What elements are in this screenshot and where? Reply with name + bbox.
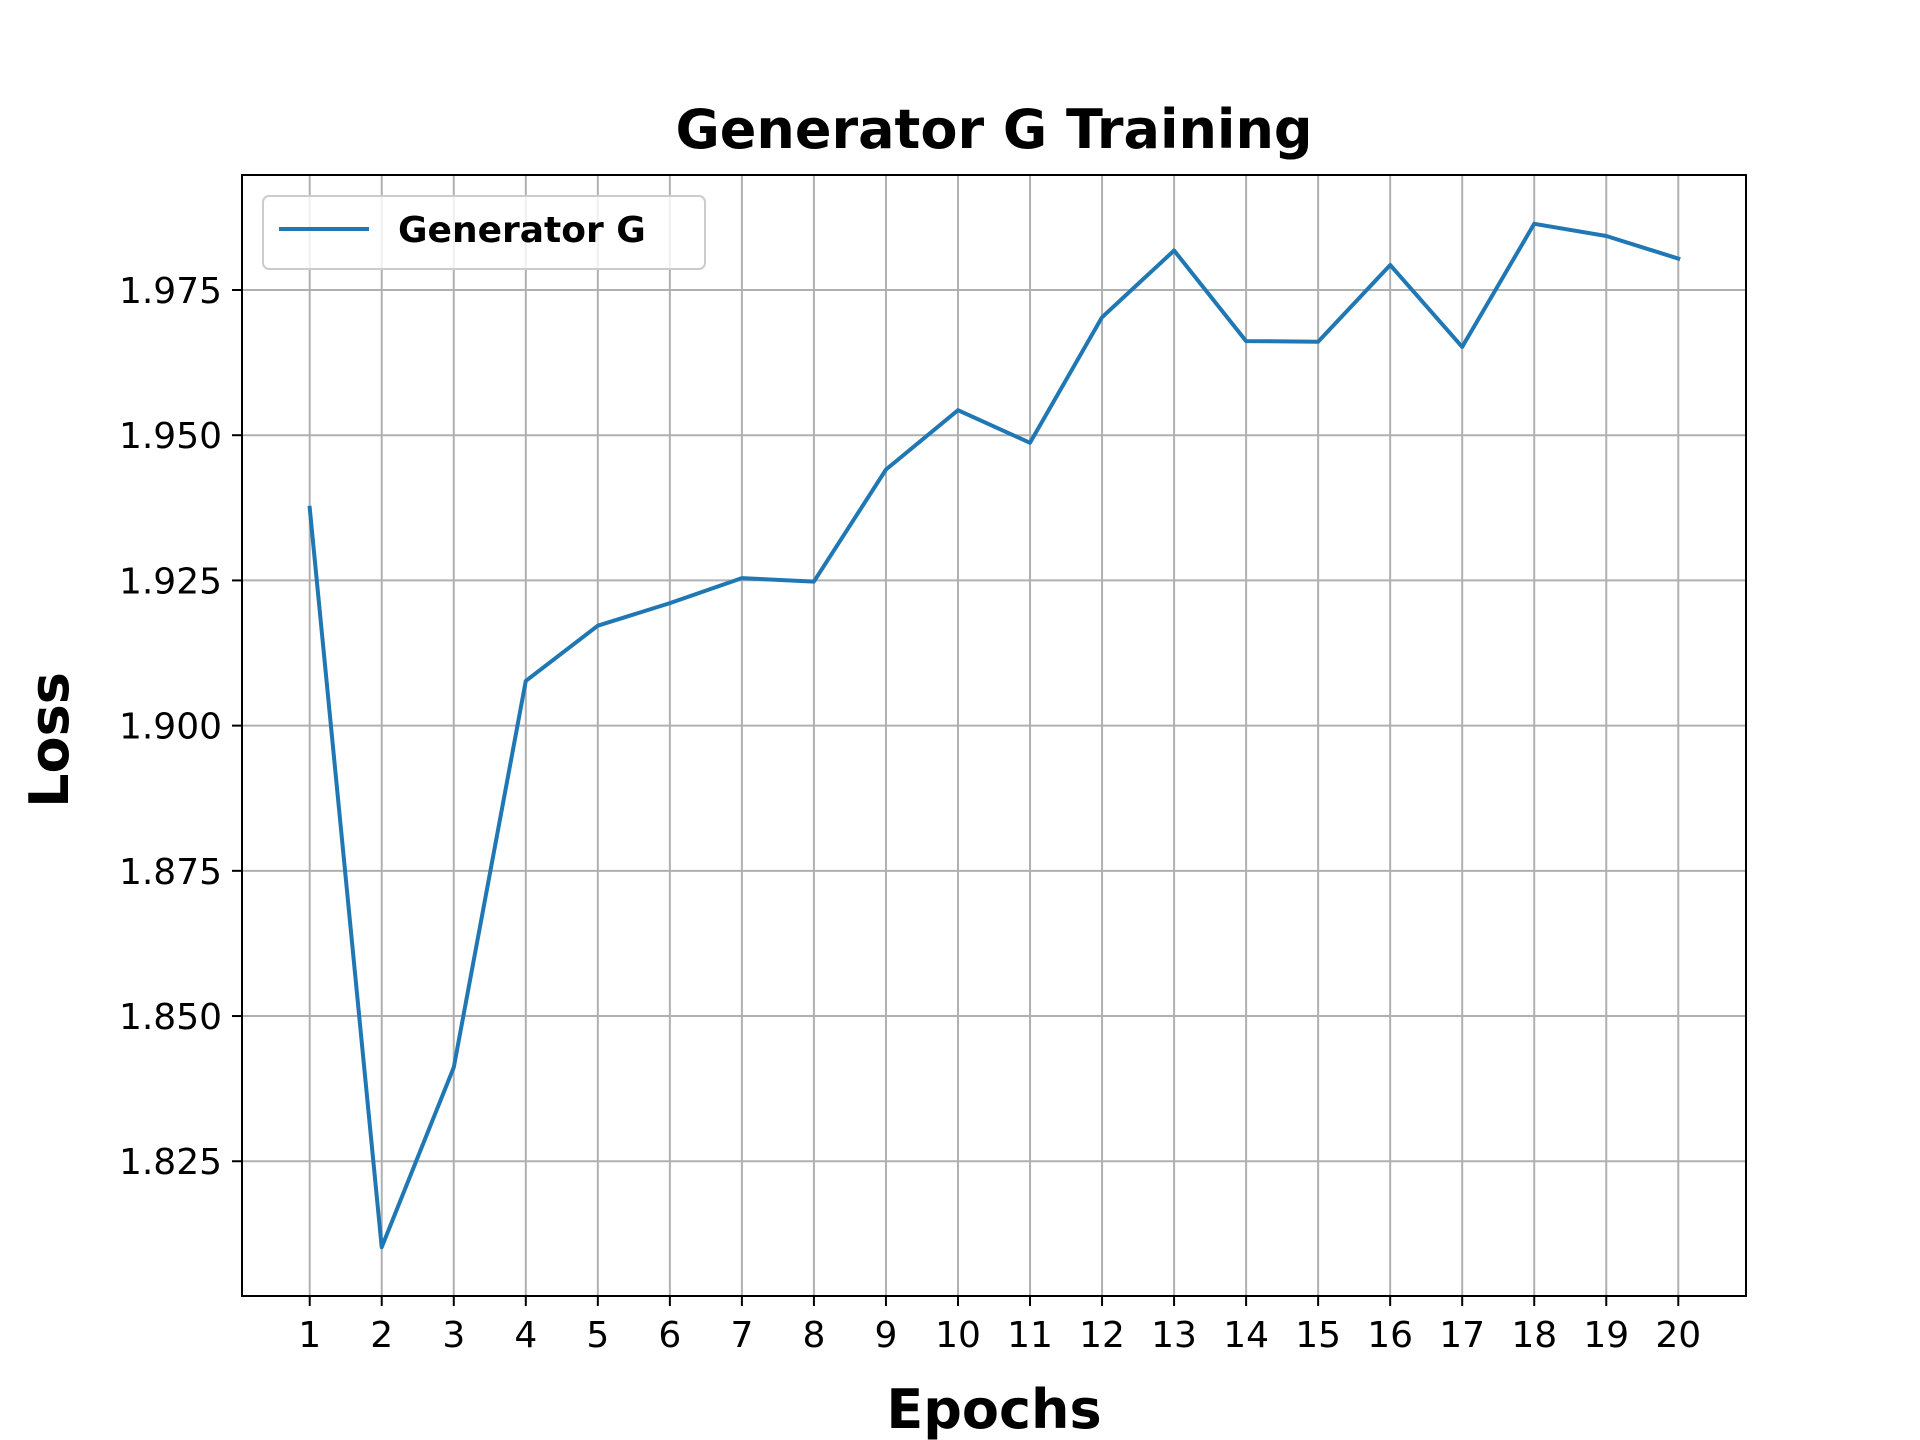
x-tick-label: 20 [1655, 1315, 1701, 1356]
legend-box [262, 195, 706, 270]
x-tick-label: 15 [1295, 1315, 1341, 1356]
y-tick-label: 1.875 [119, 852, 222, 893]
legend-label: Generator G [398, 210, 646, 251]
y-tick-label: 1.900 [119, 707, 222, 748]
plot-frame [241, 174, 1747, 1297]
y-tick-label: 1.850 [119, 997, 222, 1038]
series-layer [307, 221, 1681, 1250]
x-tick-label: 1 [298, 1315, 321, 1356]
x-tick-label: 2 [370, 1315, 393, 1356]
x-tick-label: 14 [1223, 1315, 1269, 1356]
x-tick-label: 16 [1367, 1315, 1413, 1356]
series-line-generator-g [307, 221, 1681, 1250]
axis-ticks: 1 2 3 4 5 6 7 8 9 10 11 12 13 14 15 16 17 18 19 201.8251.85… [119, 271, 1701, 1356]
grid-lines [242, 175, 1746, 1296]
x-tick-label: 10 [935, 1315, 981, 1356]
x-tick-label: 6 [658, 1315, 681, 1356]
y-tick-label: 1.975 [119, 271, 222, 312]
legend: Generator G [262, 195, 706, 270]
x-axis-title: Epochs [886, 1378, 1101, 1440]
x-tick-label: 18 [1511, 1315, 1557, 1356]
plot-area [242, 175, 1746, 1296]
x-tick-label: 8 [802, 1315, 825, 1356]
x-tick-label: 17 [1439, 1315, 1485, 1356]
y-tick-label: 1.925 [119, 561, 222, 602]
x-tick-label: 12 [1079, 1315, 1125, 1356]
y-axis-title: Loss [18, 672, 81, 808]
y-tick-label: 1.825 [119, 1142, 222, 1183]
x-tick-label: 3 [442, 1315, 465, 1356]
x-tick-label: 5 [586, 1315, 609, 1356]
x-tick-label: 11 [1007, 1315, 1053, 1356]
x-tick-label: 4 [514, 1315, 537, 1356]
chart-title: Generator G Training [675, 98, 1312, 161]
x-tick-label: 9 [875, 1315, 898, 1356]
x-tick-label: 13 [1151, 1315, 1197, 1356]
y-tick-label: 1.950 [119, 416, 222, 457]
x-tick-label: 19 [1583, 1315, 1629, 1356]
x-tick-label: 7 [730, 1315, 753, 1356]
